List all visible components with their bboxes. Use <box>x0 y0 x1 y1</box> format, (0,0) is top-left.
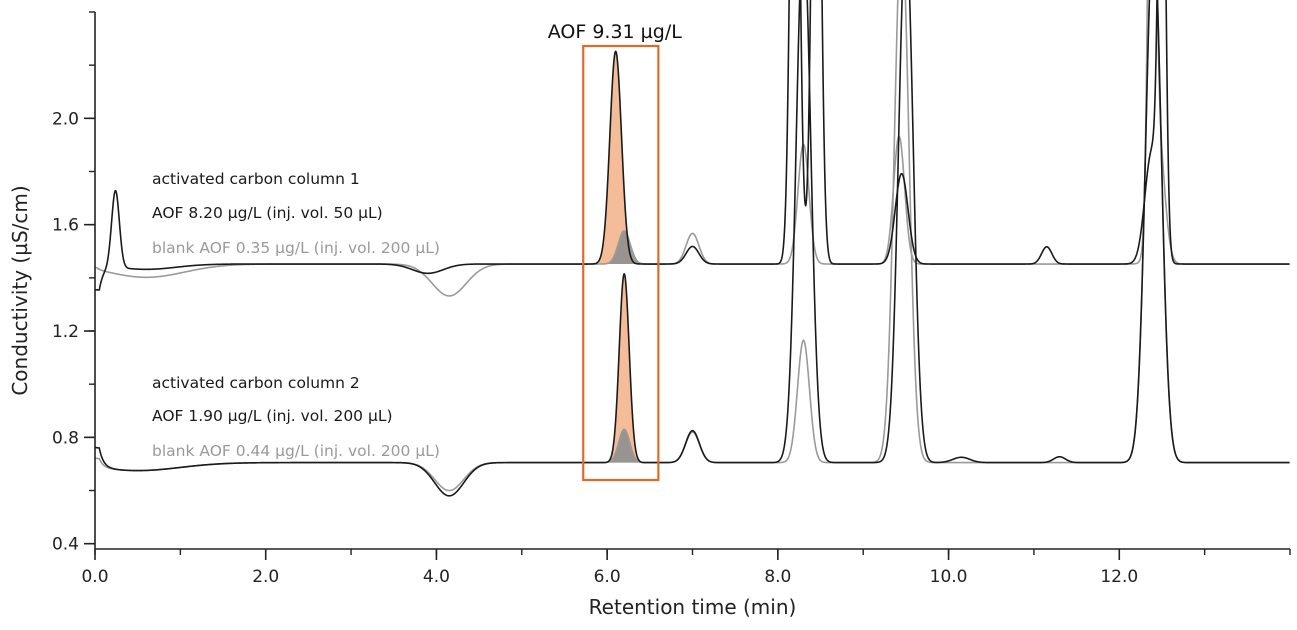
legend-sample: AOF 1.90 µg/L (inj. vol. 200 µL) <box>152 407 393 425</box>
aof-total-annotation: AOF 9.31 µg/L <box>548 21 682 43</box>
series-sample-column-1 <box>95 0 1290 291</box>
x-tick-label: 8.0 <box>764 567 791 587</box>
x-ticks: 0.0 2.0 4.0 6.0 8.0 10.0 12.0 <box>81 549 1291 587</box>
axes <box>94 12 1290 550</box>
y-tick-label: 2.0 <box>52 109 79 129</box>
legend-group-column-2: activated carbon column 2 AOF 1.90 µg/L … <box>152 374 440 460</box>
y-tick-label: 1.2 <box>52 322 79 342</box>
x-tick-label: 2.0 <box>252 567 279 587</box>
x-tick-label: 12.0 <box>1100 567 1138 587</box>
series-sample-column-2 <box>95 0 1290 497</box>
series-layer <box>95 0 1290 497</box>
x-tick-label: 6.0 <box>594 567 621 587</box>
legend-title: activated carbon column 2 <box>152 374 360 392</box>
peak-fill-sample-column-1 <box>597 51 635 265</box>
legend-blank: blank AOF 0.35 µg/L (inj. vol. 200 µL) <box>152 239 440 257</box>
x-tick-label: 0.0 <box>81 567 108 587</box>
x-axis-title: Retention time (min) <box>589 595 797 619</box>
legend-blank: blank AOF 0.44 µg/L (inj. vol. 200 µL) <box>152 442 440 460</box>
aof-highlight-box <box>582 44 660 482</box>
y-tick-label: 0.8 <box>52 428 79 448</box>
legend-sample: AOF 8.20 µg/L (inj. vol. 50 µL) <box>152 204 383 222</box>
x-tick-label: 10.0 <box>930 567 968 587</box>
legend-group-column-1: activated carbon column 1 AOF 8.20 µg/L … <box>152 170 440 257</box>
y-tick-label: 1.6 <box>52 216 79 236</box>
y-tick-label: 0.4 <box>52 535 79 555</box>
legend-title: activated carbon column 1 <box>152 170 360 188</box>
y-ticks: 0.4 0.8 1.2 1.6 2.0 <box>52 11 95 555</box>
y-axis-title: Conductivity (µS/cm) <box>8 185 32 395</box>
x-tick-label: 4.0 <box>423 567 450 587</box>
